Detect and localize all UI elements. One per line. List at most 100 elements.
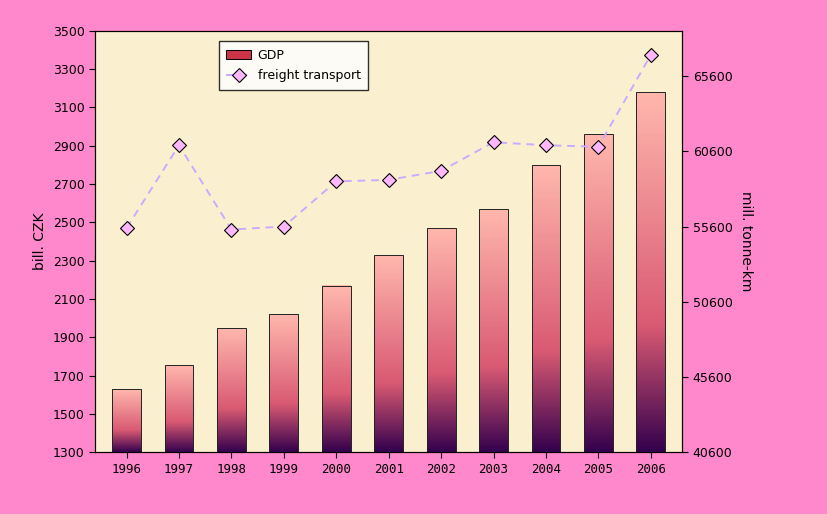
Bar [584, 244, 613, 246]
Bar [217, 397, 246, 398]
Bar [479, 352, 508, 354]
Bar [427, 410, 456, 411]
Bar [479, 337, 508, 338]
Bar [375, 359, 403, 360]
Bar [532, 227, 561, 228]
Bar [637, 207, 665, 209]
Bar [532, 231, 561, 232]
Bar [637, 122, 665, 124]
Bar [375, 412, 403, 413]
Bar [532, 276, 561, 277]
Bar [375, 383, 403, 384]
Bar [427, 276, 456, 278]
Bar [322, 296, 351, 297]
Bar [270, 378, 299, 379]
Bar [532, 400, 561, 402]
Bar [584, 199, 613, 201]
Bar [637, 119, 665, 121]
Bar [217, 434, 246, 435]
Bar [217, 407, 246, 408]
Bar [584, 368, 613, 370]
Bar [217, 333, 246, 334]
Bar [270, 431, 299, 432]
Bar [637, 375, 665, 377]
Bar [479, 408, 508, 410]
Bar [165, 375, 194, 376]
Bar [165, 386, 194, 387]
Bar [217, 349, 246, 350]
Bar [637, 403, 665, 406]
Bar [532, 270, 561, 271]
Bar [217, 398, 246, 399]
Bar [479, 283, 508, 284]
Bar [637, 283, 665, 285]
Bar [637, 351, 665, 353]
Bar [479, 293, 508, 294]
Bar [322, 396, 351, 397]
Bar [270, 423, 299, 424]
Bar [427, 324, 456, 326]
Bar [479, 360, 508, 361]
Bar [270, 406, 299, 407]
Bar [479, 391, 508, 393]
Bar [270, 417, 299, 418]
Bar [427, 424, 456, 426]
Bar [584, 329, 613, 332]
Bar [427, 299, 456, 300]
Bar [584, 212, 613, 214]
Bar [322, 345, 351, 346]
Bar [217, 342, 246, 343]
Bar [532, 240, 561, 241]
Bar [427, 311, 456, 312]
Bar [584, 218, 613, 220]
Bar [584, 436, 613, 438]
Bar [270, 329, 299, 330]
Bar [532, 332, 561, 333]
Bar [322, 291, 351, 292]
Bar [165, 404, 194, 405]
Bar [375, 286, 403, 287]
Bar [165, 382, 194, 383]
Bar [584, 177, 613, 179]
Bar [375, 270, 403, 272]
Bar [637, 157, 665, 159]
Bar [532, 328, 561, 330]
Bar [637, 380, 665, 382]
Bar [584, 336, 613, 338]
Bar [584, 304, 613, 306]
Bar [217, 353, 246, 354]
Bar [165, 381, 194, 382]
Bar [217, 421, 246, 422]
Bar [637, 432, 665, 434]
Bar [637, 285, 665, 287]
Bar [375, 386, 403, 387]
Bar [427, 360, 456, 361]
Bar [637, 227, 665, 229]
Bar [427, 237, 456, 238]
Bar [427, 440, 456, 441]
Bar [532, 242, 561, 244]
Bar [637, 222, 665, 224]
Bar [322, 442, 351, 443]
Bar [584, 161, 613, 163]
Bar [375, 429, 403, 431]
Bar [637, 355, 665, 357]
Bar [375, 439, 403, 440]
Bar [584, 225, 613, 227]
Bar [532, 369, 561, 371]
Bar [637, 137, 665, 139]
Bar [322, 336, 351, 337]
Bar [270, 379, 299, 380]
Bar [637, 308, 665, 310]
Bar [532, 446, 561, 448]
Bar [165, 390, 194, 391]
Bar [375, 391, 403, 392]
Bar [165, 378, 194, 379]
Bar [427, 412, 456, 413]
Bar [427, 287, 456, 289]
Bar [584, 348, 613, 351]
Bar [375, 280, 403, 281]
Bar [479, 209, 508, 452]
Bar [427, 363, 456, 365]
Bar [584, 272, 613, 274]
